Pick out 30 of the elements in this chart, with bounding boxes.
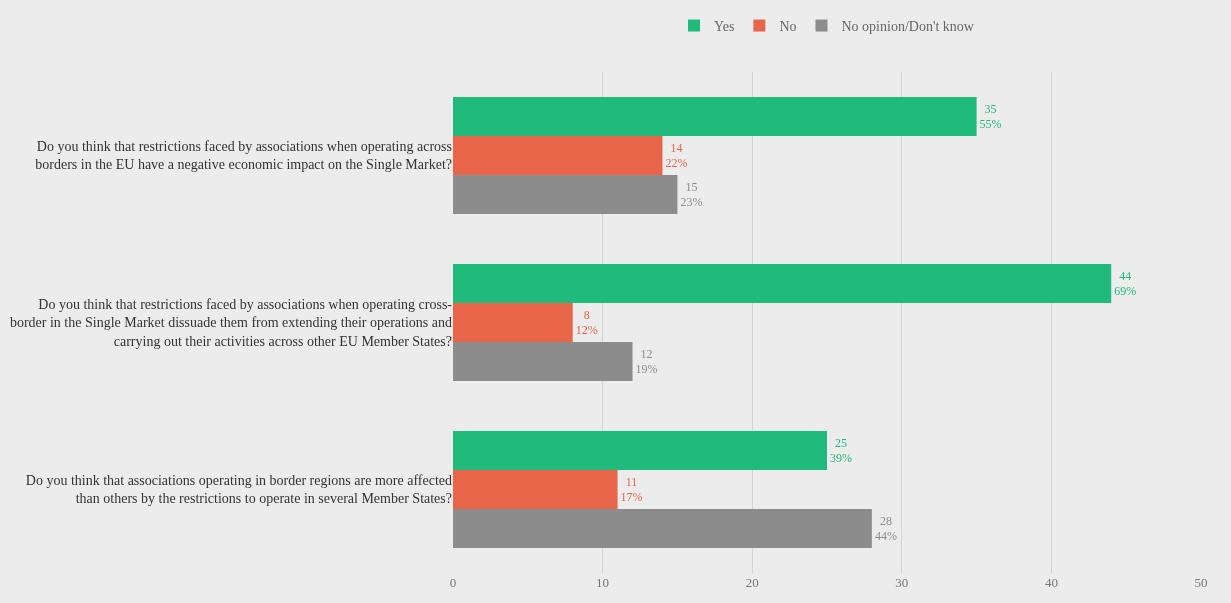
y-tick-label: Do you think that restrictions faced by associations when operating across borders in the EU have a negative economic impact on the Single Market? [35,139,452,173]
data-label: 12 19% [635,346,658,377]
legend-label: No [779,19,797,34]
bar [453,264,1112,304]
x-tick-label: 10 [596,575,610,590]
x-tick-label: 20 [745,575,759,590]
data-label: 14 22% [665,140,688,171]
data-label: 28 44% [874,513,897,544]
bar [453,431,827,471]
bar [453,470,618,509]
data-label: 11 17% [620,474,643,505]
x-tick-label: 50 [1194,575,1208,590]
x-tick-label: 0 [449,575,457,590]
bar [453,174,678,214]
data-label: 25 39% [830,435,852,466]
data-label: 44 69% [1114,268,1137,299]
legend-label: No opinion/Don't know [841,19,975,34]
data-label: 15 23% [680,179,703,210]
bar [453,508,872,548]
y-tick-label: Do you think that associations operating in border regions are more affected than others by the restrictions to operate in several Member States? [25,473,452,507]
x-tick-label: 40 [1044,575,1058,590]
bar [453,136,663,175]
data-label: 8 12% [575,307,598,338]
x-tick-label: 30 [895,575,909,590]
bar [453,341,633,381]
bar [453,303,573,342]
data-label: 35 55% [979,101,1002,132]
y-tick-label: Do you think that restrictions faced by associations when operating cross-border in the Single Market dissuade them from extending their operations and carrying out their activities across other EU Member States? [9,297,453,349]
bar [453,97,977,137]
legend-label: Yes [714,19,735,34]
